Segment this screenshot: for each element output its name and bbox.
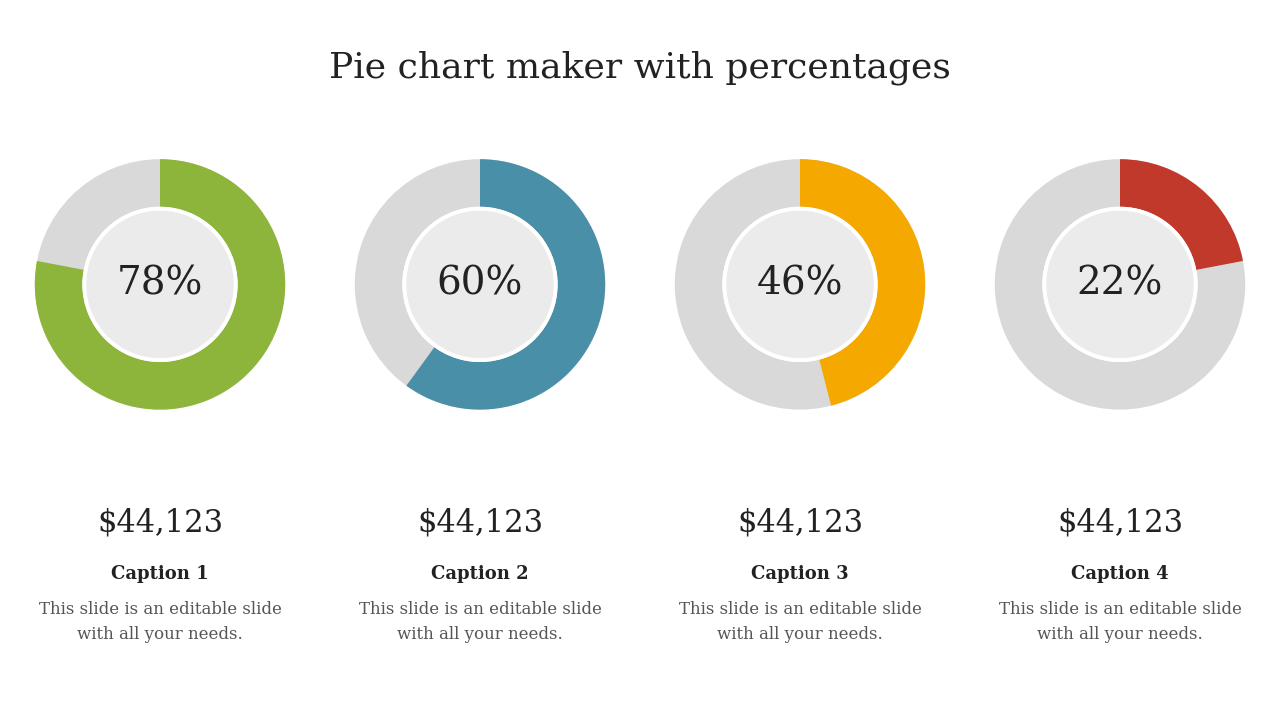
Text: 60%: 60% [436,266,524,303]
Text: $44,123: $44,123 [97,508,223,539]
Circle shape [406,211,554,358]
Text: Caption 1: Caption 1 [111,565,209,583]
Wedge shape [675,159,925,410]
Text: Caption 2: Caption 2 [431,565,529,583]
Circle shape [1042,207,1198,362]
Wedge shape [995,159,1245,410]
Circle shape [86,211,234,358]
Text: This slide is an editable slide
with all your needs.: This slide is an editable slide with all… [678,601,922,643]
Wedge shape [35,159,285,410]
Text: $44,123: $44,123 [1057,508,1183,539]
Text: Caption 3: Caption 3 [751,565,849,583]
Text: This slide is an editable slide
with all your needs.: This slide is an editable slide with all… [998,601,1242,643]
Text: $44,123: $44,123 [737,508,863,539]
Wedge shape [35,159,285,410]
Text: 46%: 46% [756,266,844,303]
Text: Pie chart maker with percentages: Pie chart maker with percentages [329,50,951,85]
Circle shape [722,207,878,362]
Wedge shape [406,159,605,410]
Circle shape [402,207,558,362]
Text: 78%: 78% [116,266,204,303]
Circle shape [82,207,238,362]
Wedge shape [1120,159,1243,270]
Circle shape [726,211,874,358]
Text: 22%: 22% [1076,266,1164,303]
Text: $44,123: $44,123 [417,508,543,539]
Circle shape [1046,211,1194,358]
Wedge shape [355,159,605,410]
Text: Caption 4: Caption 4 [1071,565,1169,583]
Wedge shape [800,159,925,405]
Text: This slide is an editable slide
with all your needs.: This slide is an editable slide with all… [358,601,602,643]
Text: This slide is an editable slide
with all your needs.: This slide is an editable slide with all… [38,601,282,643]
